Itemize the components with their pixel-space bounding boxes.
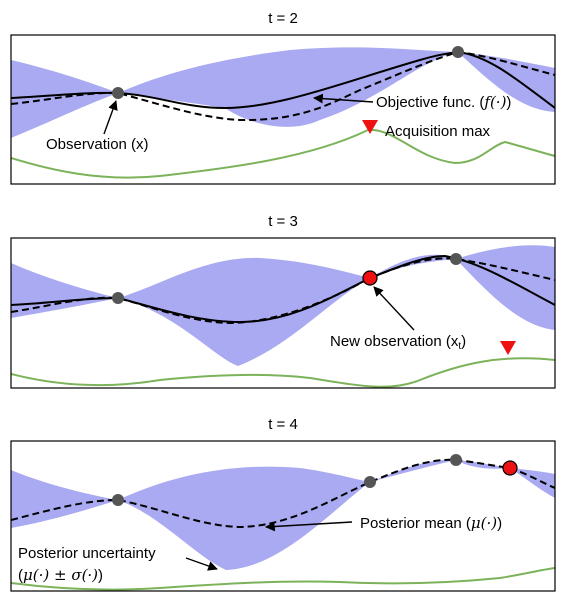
posterior-mean-arrow xyxy=(265,521,353,532)
new-observation-label: New observation (xt) xyxy=(330,333,466,352)
posterior-uncertainty-label-line2: (μ(·) ± σ(·)) xyxy=(18,566,103,584)
posterior-uncertainty-arrow xyxy=(185,557,218,571)
objective-arrow xyxy=(313,93,374,104)
observation-label: Observation (x) xyxy=(46,136,149,153)
panel-title-t4: t = 4 xyxy=(268,416,298,433)
new-observation-point xyxy=(362,270,378,286)
uncertainty-band xyxy=(11,459,555,570)
panel-title-t2: t = 2 xyxy=(268,10,298,27)
panel-t3 xyxy=(11,245,555,388)
observation-arrow xyxy=(103,100,118,135)
posterior-mean-curve xyxy=(11,50,555,122)
observation-point xyxy=(112,87,124,99)
posterior-uncertainty-label-line1: Posterior uncertainty xyxy=(18,545,156,562)
panel-title-t3: t = 3 xyxy=(268,213,298,230)
observation-point xyxy=(450,454,462,466)
observation-point xyxy=(112,494,124,506)
new-observation-arrow xyxy=(373,286,415,331)
posterior-mean-label: Posterior mean (μ(·)) xyxy=(360,514,502,532)
uncertainty-band xyxy=(11,47,555,138)
acquisition-function-curve xyxy=(11,357,555,388)
observation-point xyxy=(450,253,462,265)
panel-frame xyxy=(10,34,556,185)
acquisition-max-marker xyxy=(500,341,516,355)
acquisition-max-marker xyxy=(362,120,378,134)
panel-t2 xyxy=(11,47,555,179)
new-observation-point xyxy=(502,460,518,476)
panel-frame xyxy=(10,237,556,389)
acquisition-max-label: Acquisition max xyxy=(385,123,491,140)
observation-point xyxy=(364,476,376,488)
observation-point xyxy=(112,292,124,304)
posterior-mean-curve xyxy=(11,257,555,325)
acquisition-function-curve xyxy=(11,567,555,591)
objective-label: Objective func. (f(·)) xyxy=(376,93,511,111)
uncertainty-band xyxy=(11,245,555,366)
observation-point xyxy=(452,46,464,58)
objective-function-curve xyxy=(11,50,555,110)
panel-frame xyxy=(10,440,556,592)
